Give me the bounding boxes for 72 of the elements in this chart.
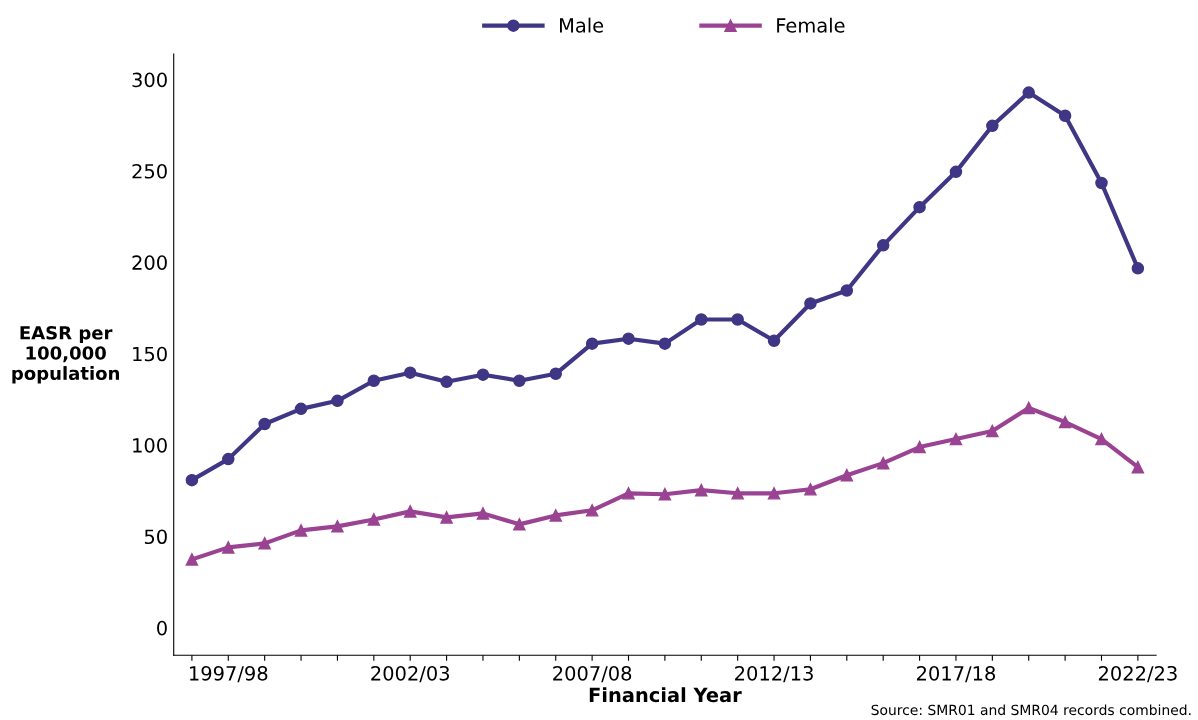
point: [622, 487, 635, 500]
source-note: Source: SMR01 and SMR04 records combined.: [871, 704, 1191, 716]
y-axis-title: EASR per 100,000 population: [12, 325, 120, 384]
point: [367, 513, 381, 526]
x-tick-label: 2022/23: [1098, 665, 1177, 683]
point: [513, 374, 526, 387]
point: [658, 337, 672, 350]
x-tick-label: 2012/13: [735, 665, 813, 683]
point: [658, 487, 672, 501]
point: [840, 468, 854, 482]
point: [294, 524, 308, 537]
y-tick-label: 50: [144, 529, 167, 545]
x-tick-label: 2017/18: [916, 665, 996, 683]
point: [185, 473, 199, 487]
point: [549, 367, 562, 381]
point: [403, 366, 417, 379]
point: [1131, 460, 1145, 474]
point: [876, 239, 890, 252]
point: [949, 432, 963, 446]
point: [294, 402, 308, 416]
point: [1058, 109, 1072, 123]
point: [476, 507, 490, 520]
point: [804, 297, 817, 310]
y-tick-label: 200: [132, 255, 167, 270]
point: [767, 487, 781, 500]
legend-label: Male: [560, 17, 604, 33]
y-tick-label: 300: [132, 72, 167, 88]
legend-label: Female: [777, 17, 845, 33]
point: [695, 483, 708, 497]
point: [513, 518, 526, 531]
point: [986, 119, 999, 133]
point: [585, 504, 599, 517]
point: [804, 483, 817, 496]
point: [331, 520, 344, 533]
point: [1022, 401, 1035, 415]
point: [549, 509, 562, 522]
point: [913, 200, 926, 214]
x-tick-label: 1997/98: [190, 665, 268, 683]
point: [767, 334, 781, 347]
point: [913, 440, 926, 454]
point: [1095, 176, 1108, 190]
y-tick-label: 100: [133, 438, 167, 453]
point: [440, 375, 453, 389]
point: [331, 394, 344, 408]
point: [1131, 262, 1145, 275]
point: [622, 332, 635, 345]
point: [876, 456, 890, 470]
point: [731, 313, 744, 326]
point: [440, 511, 453, 524]
point: [585, 337, 599, 350]
point: [1058, 415, 1072, 429]
point: [1022, 86, 1035, 99]
point: [840, 284, 854, 297]
x-tick-label: 2007/08: [553, 665, 632, 683]
point: [949, 165, 963, 179]
point: [258, 417, 271, 431]
point: [986, 424, 999, 438]
point: [367, 374, 381, 387]
point: [222, 541, 235, 554]
point: [222, 452, 235, 466]
point: [403, 505, 417, 518]
y-tick-label: 0: [157, 620, 167, 636]
x-tick-label: 2002/03: [371, 665, 450, 683]
x-axis-title: Financial Year: [589, 687, 742, 703]
point: [695, 313, 708, 326]
point: [1095, 432, 1108, 446]
point: [476, 368, 490, 381]
point: [258, 537, 271, 550]
point: [731, 487, 744, 500]
y-tick-label: 150: [133, 346, 167, 362]
point: [185, 553, 199, 566]
y-tick-label: 250: [132, 163, 167, 179]
